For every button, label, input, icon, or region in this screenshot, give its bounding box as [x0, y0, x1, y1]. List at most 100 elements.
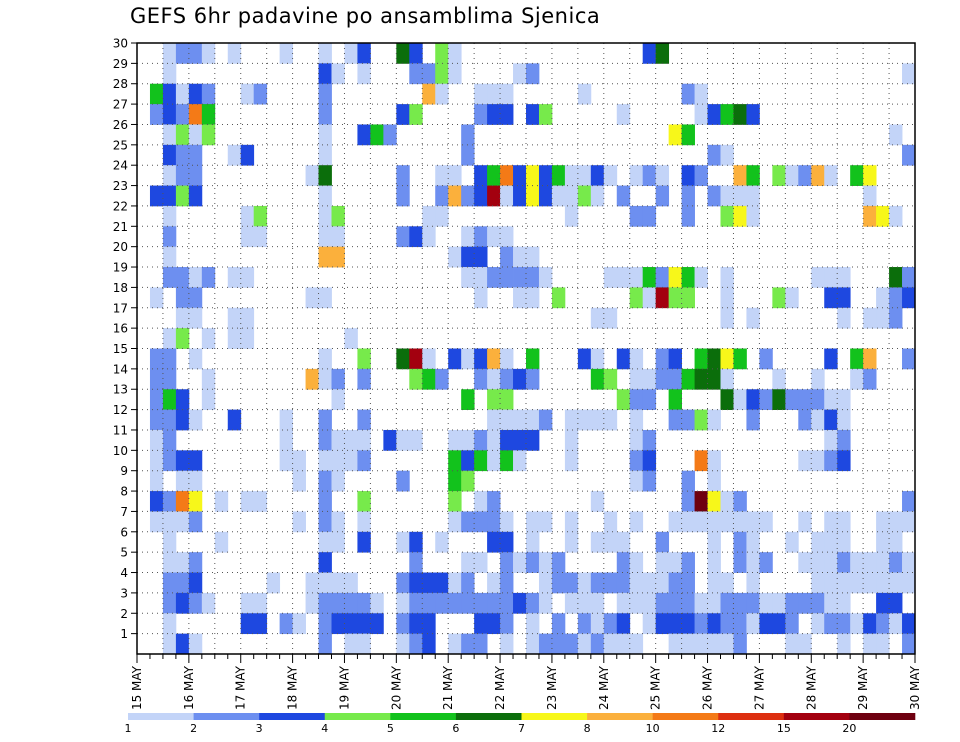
heatmap-cell: [733, 491, 747, 512]
heatmap-cell: [318, 450, 332, 472]
heatmap-cell: [746, 165, 760, 186]
heatmap-cell: [331, 613, 345, 635]
heatmap-cell: [448, 165, 462, 186]
heatmap-cell: [824, 429, 838, 451]
y-tick-label: 26: [113, 118, 128, 132]
heatmap-cell: [409, 613, 423, 635]
heatmap-cell: [292, 450, 306, 472]
heatmap-cell: [461, 552, 475, 573]
heatmap-cell: [811, 450, 825, 472]
heatmap-cell: [668, 348, 682, 370]
heatmap-cell: [681, 185, 695, 207]
heatmap-cell: [590, 531, 605, 553]
heatmap-cell: [513, 287, 527, 309]
heatmap-cell: [720, 572, 734, 594]
legend-label: 20: [842, 722, 856, 735]
heatmap-cell: [175, 287, 190, 309]
heatmap-cell: [759, 552, 773, 573]
heatmap-cell: [162, 83, 177, 105]
heatmap-cell: [461, 124, 475, 146]
heatmap-cell: [500, 165, 514, 186]
heatmap-cell: [318, 205, 332, 227]
heatmap-cell: [720, 307, 734, 329]
heatmap-cell: [526, 348, 540, 370]
heatmap-cell: [175, 124, 190, 146]
heatmap-cell: [409, 592, 423, 614]
heatmap-cell: [733, 104, 747, 125]
heatmap-cell: [681, 633, 695, 655]
heatmap-cell: [590, 368, 605, 390]
heatmap-cell: [629, 389, 644, 410]
heatmap-cell: [500, 246, 514, 268]
heatmap-cell: [448, 572, 462, 594]
heatmap-cell: [487, 409, 501, 431]
heatmap-cell: [474, 552, 488, 573]
heatmap-cell: [201, 368, 216, 390]
heatmap-cell: [487, 368, 501, 390]
heatmap-cell: [681, 124, 695, 146]
heatmap-cell: [590, 307, 605, 329]
heatmap-cell: [318, 124, 332, 146]
heatmap-cell: [824, 409, 838, 431]
heatmap-cell: [175, 43, 190, 64]
heatmap-cell: [746, 389, 760, 410]
heatmap-cell: [253, 592, 268, 614]
heatmap-cell: [344, 429, 358, 451]
heatmap-cell: [759, 613, 773, 635]
heatmap-cell: [642, 572, 657, 594]
heatmap-cell: [629, 368, 644, 390]
heatmap-cell: [863, 613, 877, 635]
heatmap-cell: [331, 429, 345, 451]
heatmap-cell: [461, 470, 475, 492]
heatmap-cell: [201, 389, 216, 410]
heatmap-cell: [513, 185, 527, 207]
heatmap-cell: [694, 267, 708, 288]
heatmap-cell: [902, 491, 916, 512]
heatmap-cell: [162, 104, 177, 125]
heatmap-cell: [318, 348, 332, 370]
legend-swatch: [652, 713, 719, 720]
heatmap-cell: [538, 185, 553, 207]
heatmap-cell: [837, 450, 851, 472]
heatmap-cell: [188, 287, 203, 309]
heatmap-cell: [629, 450, 644, 472]
heatmap-cell: [396, 531, 410, 553]
heatmap-cell: [642, 389, 657, 410]
heatmap-cell: [681, 491, 695, 512]
heatmap-cell: [590, 592, 605, 614]
heatmap-cell: [811, 409, 825, 431]
heatmap-cell: [500, 572, 514, 594]
heatmap-cell: [409, 633, 423, 655]
heatmap-cell: [422, 83, 436, 105]
heatmap-cell: [318, 287, 332, 309]
heatmap-cell: [318, 470, 332, 492]
heatmap-cell: [487, 185, 501, 207]
heatmap-cell: [707, 531, 721, 553]
heatmap-cell: [188, 43, 203, 64]
heatmap-cell: [422, 63, 436, 85]
heatmap-cell: [487, 429, 501, 451]
heatmap-cell: [331, 531, 345, 553]
legend-label: 10: [646, 722, 660, 735]
heatmap-cell: [227, 307, 242, 329]
heatmap-cell: [162, 226, 177, 248]
heatmap-cell: [772, 389, 786, 410]
heatmap-cell: [902, 348, 916, 370]
heatmap-cell: [487, 267, 501, 288]
heatmap-cell: [149, 470, 164, 492]
heatmap-cell: [629, 633, 644, 655]
heatmap-cell: [837, 409, 851, 431]
y-tick-label: 12: [113, 403, 128, 417]
heatmap-cell: [409, 552, 423, 573]
heatmap-cell: [681, 511, 695, 533]
heatmap-cell: [720, 491, 734, 512]
heatmap-cell: [564, 572, 579, 594]
heatmap-cell: [487, 572, 501, 594]
heatmap-cell: [162, 572, 177, 594]
heatmap-cell: [577, 613, 592, 635]
legend-swatch: [324, 713, 391, 720]
heatmap-cell: [681, 267, 695, 288]
heatmap-cell: [175, 144, 190, 166]
heatmap-cell: [603, 165, 618, 186]
